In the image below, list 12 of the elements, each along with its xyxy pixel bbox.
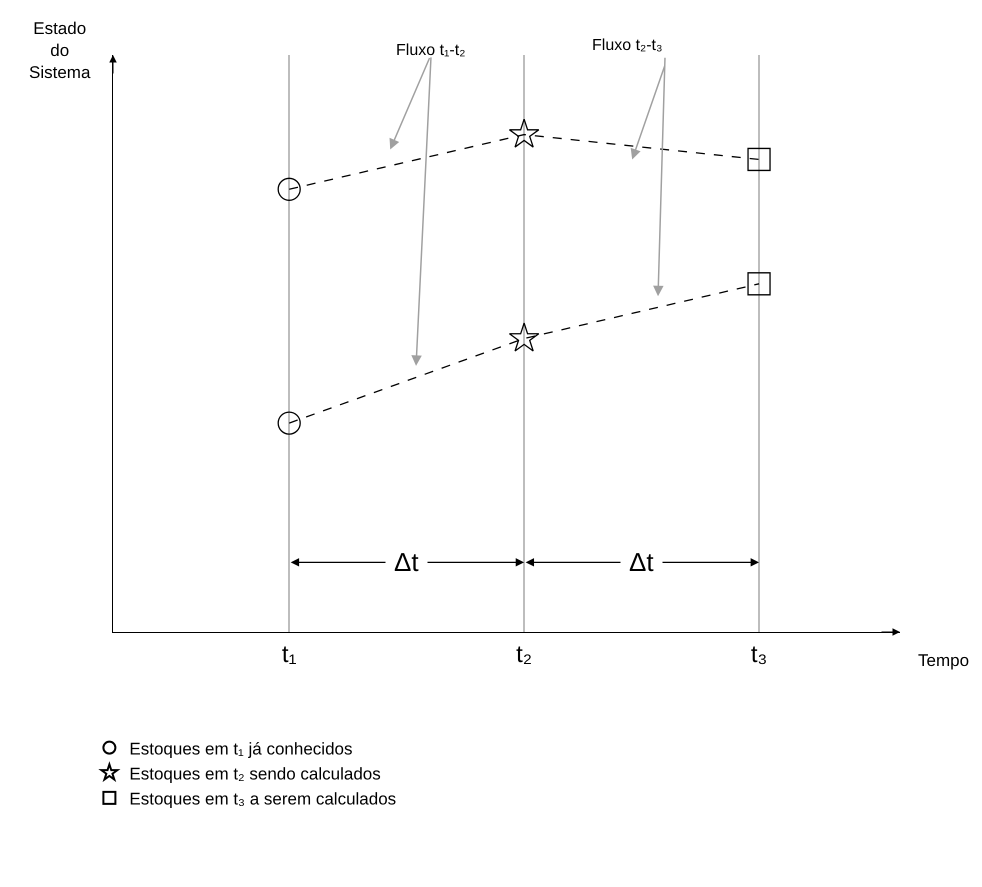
annotation: Δt xyxy=(394,547,420,577)
legend-label: Estoques em t₂ sendo calculados xyxy=(129,764,381,784)
annotation: Δt xyxy=(629,547,654,577)
legend-label: Estoques em t₃ a serem calculados xyxy=(129,789,396,808)
y-axis-title: Estado do Sistema xyxy=(29,19,91,82)
legend-label: Estoques em t₁ já conhecidos xyxy=(129,739,352,758)
x-tick-label: t₁ xyxy=(282,640,297,668)
text: Fluxo t₂-t₃ xyxy=(592,37,663,54)
x-axis-title: Tempo xyxy=(918,651,970,670)
x-tick-label: t₂ xyxy=(516,640,532,668)
x-tick-label: t₃ xyxy=(750,640,768,668)
text: Fluxo t₁-t₂ xyxy=(396,42,466,59)
